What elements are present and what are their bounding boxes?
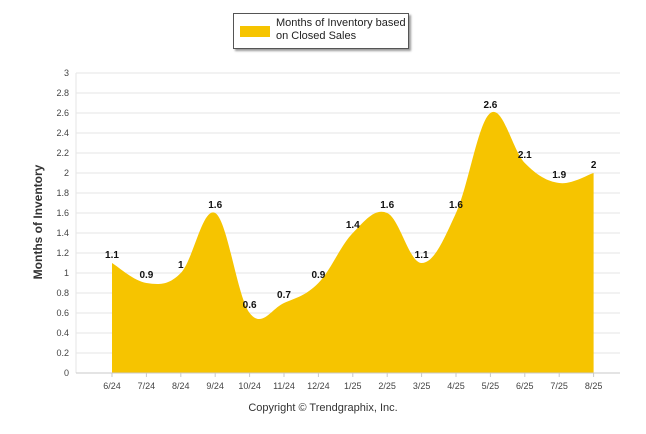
data-label: 1.9 (552, 170, 566, 181)
x-tick-label: 7/24 (138, 381, 156, 391)
y-tick-label: 2.8 (56, 88, 69, 98)
x-tick-label: 9/24 (206, 381, 224, 391)
data-label: 1 (178, 260, 184, 271)
y-tick-label: 0.6 (56, 308, 69, 318)
y-tick-label: 1.2 (56, 248, 69, 258)
data-label: 1.6 (380, 200, 394, 211)
y-tick-label: 1.4 (56, 228, 69, 238)
x-tick-label: 8/25 (585, 381, 603, 391)
y-tick-label: 1.8 (56, 188, 69, 198)
x-tick-label: 7/25 (550, 381, 568, 391)
x-tick-label: 6/24 (103, 381, 121, 391)
x-tick-label: 12/24 (307, 381, 330, 391)
x-tick-label: 11/24 (273, 381, 295, 391)
data-label: 1.6 (449, 200, 463, 211)
x-tick-label: 4/25 (447, 381, 465, 391)
y-tick-label: 0 (64, 368, 69, 378)
y-axis-ticks: 0 0.2 0.4 0.6 0.8 1 1.2 1.4 1.6 1.8 2 2.2 2.4 2.6 2.8 3 (56, 68, 69, 378)
y-tick-label: 2.2 (56, 148, 69, 158)
y-tick-label: 0.8 (56, 288, 69, 298)
x-tick-label: 10/24 (238, 381, 261, 391)
area-series (112, 111, 594, 373)
data-label: 0.7 (277, 290, 291, 301)
y-tick-label: 2 (64, 168, 69, 178)
data-label: 1.4 (346, 220, 360, 231)
data-label: 2.6 (483, 100, 497, 111)
y-tick-label: 1.6 (56, 208, 69, 218)
x-tick-label: 6/25 (516, 381, 534, 391)
y-tick-label: 3 (64, 68, 69, 78)
x-tick-label: 3/25 (413, 381, 431, 391)
y-tick-label: 0.4 (56, 328, 69, 338)
x-axis-ticks: 6/24 7/24 8/24 9/24 10/24 11/24 12/24 1/25 2/25 3… (103, 373, 602, 391)
x-tick-label: 2/25 (378, 381, 396, 391)
data-label: 0.6 (243, 300, 257, 311)
x-tick-label: 5/25 (482, 381, 500, 391)
legend-swatch (240, 26, 270, 37)
legend-label: Months of Inventory based on Closed Sale… (276, 17, 406, 42)
data-label: 0.9 (139, 270, 153, 281)
data-label: 1.6 (208, 200, 222, 211)
data-label: 1.1 (415, 250, 429, 261)
data-label: 1.1 (105, 250, 119, 261)
x-tick-label: 8/24 (172, 381, 190, 391)
x-tick-label: 1/25 (344, 381, 362, 391)
y-tick-label: 2.4 (56, 128, 69, 138)
y-tick-label: 0.2 (56, 348, 69, 358)
copyright-text: Copyright © Trendgraphix, Inc. (248, 402, 398, 414)
y-tick-label: 2.6 (56, 108, 69, 118)
data-label: 2 (591, 160, 597, 171)
data-label: 0.9 (311, 270, 325, 281)
legend: Months of Inventory based on Closed Sale… (233, 13, 409, 49)
data-labels: 1.1 0.9 1 1.6 0.6 0.7 0.9 1.4 1.6 1.1 1.6 2.6 2.1 1.9… (105, 100, 597, 311)
y-tick-label: 1 (64, 268, 69, 278)
y-axis-title: Months of Inventory (31, 164, 45, 279)
data-label: 2.1 (518, 150, 532, 161)
